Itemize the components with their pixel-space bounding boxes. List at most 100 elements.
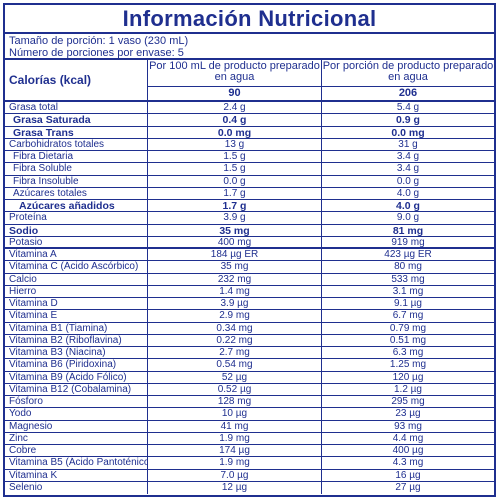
table-row: Grasa total 2.4 g 5.4 g	[5, 102, 494, 115]
nutrient-name: Vitamina B6 (Piridoxina)	[5, 359, 148, 371]
value-per-100ml: 12 µg	[148, 481, 322, 494]
value-per-serving: 4.0 g	[396, 200, 420, 212]
value-per-100ml: 13 g	[148, 138, 322, 150]
table-row: Proteína 3.9 g 9.0 g	[5, 212, 494, 225]
column-per-100ml: Por 100 mL de producto preparado en agua…	[148, 60, 322, 100]
table-row: Hierro 1.4 mg 3.1 mg	[5, 285, 494, 298]
value-per-serving: 5.4 g	[396, 102, 420, 113]
value-per-100ml: 0.4 g	[148, 114, 322, 126]
nutrient-name: Calcio	[5, 273, 148, 285]
value-per-serving: 3.1 mg	[392, 285, 424, 297]
calories-label: Calorías (kcal)	[5, 60, 148, 100]
value-per-100ml: 1.7 g	[148, 200, 322, 212]
value-per-100ml: 1.7 g	[148, 187, 322, 199]
value-per-100ml: 10 µg	[148, 408, 322, 420]
table-row: Carbohidratos totales 13 g 31 g	[5, 138, 494, 151]
value-per-100ml: 2.7 mg	[148, 347, 322, 359]
table-row: Yodo 10 µg 23 µg	[5, 408, 494, 421]
nutrient-name: Fibra Dietaria	[5, 151, 148, 163]
nutrition-facts-panel: Información Nutricional Tamaño de porció…	[3, 3, 496, 497]
table-row: Selenio 12 µg 27 µg	[5, 481, 494, 494]
table-row: Sodio 35 mg 81 mg	[5, 224, 494, 237]
nutrient-name: Zinc	[5, 432, 148, 444]
table-row: Vitamina A 184 µg ER 423 µg ER	[5, 249, 494, 262]
table-row: Vitamina B1 (Tiamina) 0.34 mg 0.79 mg	[5, 322, 494, 335]
table-row: Vitamina B9 (Ácido Fólico) 52 µg 120 µg	[5, 371, 494, 384]
value-per-100ml: 128 mg	[148, 396, 322, 408]
table-row: Vitamina C (Ácido Ascórbico) 35 mg 80 mg	[5, 261, 494, 274]
nutrient-name: Vitamina K	[5, 469, 148, 481]
value-per-100ml: 0.22 mg	[148, 334, 322, 346]
nutrient-name: Vitamina B2 (Riboflavina)	[5, 334, 148, 346]
value-per-100ml: 2.4 g	[148, 102, 322, 114]
nutrient-name: Grasa Saturada	[5, 114, 148, 126]
value-per-100ml: 35 mg	[148, 224, 322, 237]
value-per-100ml: 0.54 mg	[148, 359, 322, 371]
nutrient-name: Sodio	[5, 224, 148, 236]
value-per-serving: 919 mg	[391, 236, 425, 248]
value-per-serving: 27 µg	[395, 481, 421, 493]
nutrient-name: Fibra Soluble	[5, 163, 148, 175]
value-per-serving: 16 µg	[395, 469, 421, 481]
table-header: Calorías (kcal) Por 100 mL de producto p…	[5, 60, 494, 102]
nutrient-name: Vitamina B1 (Tiamina)	[5, 322, 148, 334]
table-row: Cobre 174 µg 400 µg	[5, 445, 494, 458]
table-row: Grasa Saturada 0.4 g 0.9 g	[5, 114, 494, 127]
value-per-100ml: 1.5 g	[148, 151, 322, 163]
table-row: Fibra Insoluble 0.0 g 0.0 g	[5, 175, 494, 188]
table-row: Vitamina B6 (Piridoxina) 0.54 mg 1.25 mg	[5, 359, 494, 372]
table-row: Vitamina D 3.9 µg 9.1 µg	[5, 298, 494, 311]
value-per-100ml: 0.0 mg	[148, 126, 322, 139]
value-per-serving: 4.4 mg	[392, 432, 424, 444]
nutrient-name: Vitamina B3 (Niacina)	[5, 347, 148, 359]
nutrient-name: Selenio	[5, 481, 148, 494]
table-row: Vitamina B5 (Ácido Pantoténico) 1.9 mg 4.3…	[5, 457, 494, 470]
value-per-100ml: 3.9 g	[148, 212, 322, 224]
serving-size: Tamaño de porción: 1 vaso (230 mL)	[9, 35, 189, 47]
nutrient-name: Azúcares totales	[5, 187, 148, 199]
value-per-100ml: 232 mg	[148, 273, 322, 285]
value-per-100ml: 1.9 mg	[148, 432, 322, 444]
table-row: Magnesio 41 mg 93 mg	[5, 420, 494, 433]
value-per-serving: 423 µg ER	[384, 249, 432, 260]
table-row: Vitamina B12 (Cobalamina) 0.52 µg 1.2 µg	[5, 383, 494, 396]
value-per-serving: 295 mg	[391, 396, 425, 407]
value-per-serving: 31 g	[398, 138, 418, 150]
servings-per-container: Número de porciones por envase: 5	[9, 47, 184, 59]
value-per-serving: 6.3 mg	[392, 347, 424, 358]
value-per-100ml: 400 mg	[148, 236, 322, 248]
nutrient-name: Vitamina C (Ácido Ascórbico)	[5, 261, 148, 273]
table-row: Calcio 232 mg 533 mg	[5, 273, 494, 286]
nutrient-name: Fibra Insoluble	[5, 175, 148, 187]
table-row: Fibra Dietaria 1.5 g 3.4 g	[5, 151, 494, 164]
value-per-serving: 93 mg	[394, 420, 422, 432]
table-row: Vitamina K 7.0 µg 16 µg	[5, 469, 494, 482]
table-row: Azúcares añadidos 1.7 g 4.0 g	[5, 200, 494, 213]
column-per-serving: Por porción de producto preparado en agu…	[322, 60, 494, 100]
table-row: Fibra Soluble 1.5 g 3.4 g	[5, 163, 494, 176]
value-per-serving: 400 µg	[392, 445, 424, 456]
nutrient-name: Grasa total	[5, 102, 148, 114]
nutrient-name: Yodo	[5, 408, 148, 420]
nutrient-name: Vitamina D	[5, 298, 148, 310]
nutrient-name: Vitamina B12 (Cobalamina)	[5, 383, 148, 395]
value-per-serving: 1.2 µg	[393, 383, 422, 395]
value-per-serving: 23 µg	[395, 408, 421, 420]
value-per-serving: 0.9 g	[396, 114, 420, 127]
nutrient-name: Proteína	[5, 212, 148, 224]
nutrient-name: Hierro	[5, 285, 148, 297]
value-per-serving: 4.0 g	[396, 187, 420, 199]
nutrient-name: Vitamina A	[5, 249, 148, 261]
serving-info: Tamaño de porción: 1 vaso (230 mL) Númer…	[5, 34, 494, 60]
table-row: Vitamina B3 (Niacina) 2.7 mg 6.3 mg	[5, 347, 494, 360]
value-per-100ml: 1.4 mg	[148, 285, 322, 297]
value-per-100ml: 0.34 mg	[148, 322, 322, 334]
value-per-100ml: 41 mg	[148, 420, 322, 432]
value-per-serving: 0.0 mg	[391, 126, 425, 139]
value-per-100ml: 3.9 µg	[148, 298, 322, 310]
nutrient-name: Vitamina E	[5, 310, 148, 322]
column-per-100ml-heading: Por 100 mL de producto preparado en agua	[149, 60, 320, 83]
value-per-serving: 533 mg	[391, 273, 425, 285]
value-per-100ml: 2.9 mg	[148, 310, 322, 322]
value-per-100ml: 1.5 g	[148, 163, 322, 175]
